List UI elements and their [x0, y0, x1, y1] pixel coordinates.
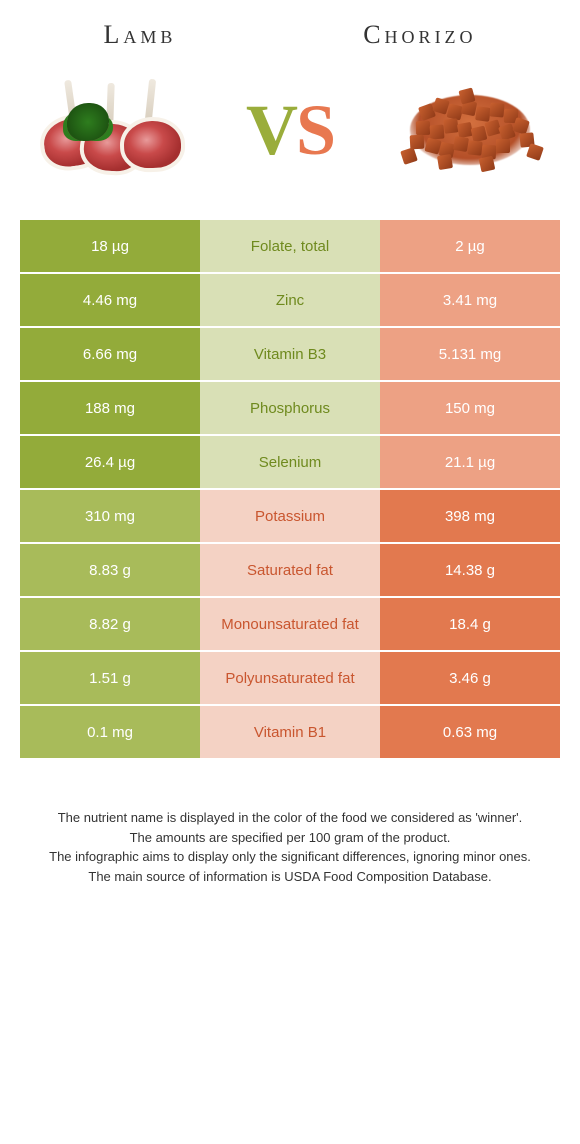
left-value: 8.83 g: [20, 544, 200, 596]
left-value: 8.82 g: [20, 598, 200, 650]
vs-label: VS: [246, 89, 334, 172]
right-value: 3.46 g: [380, 652, 560, 704]
vs-v: V: [246, 90, 296, 170]
footnote-line: The main source of information is USDA F…: [30, 867, 550, 887]
right-value: 2 µg: [380, 220, 560, 272]
table-row: 6.66 mgVitamin B35.131 mg: [20, 328, 560, 380]
table-row: 18 µgFolate, total2 µg: [20, 220, 560, 272]
nutrient-name: Selenium: [200, 436, 380, 488]
right-value: 398 mg: [380, 490, 560, 542]
title-right: Chorizo: [363, 20, 476, 50]
title-left: Lamb: [103, 20, 176, 50]
nutrient-table: 18 µgFolate, total2 µg4.46 mgZinc3.41 mg…: [20, 220, 560, 758]
footnote-line: The amounts are specified per 100 gram o…: [30, 828, 550, 848]
header-titles: Lamb Chorizo: [0, 0, 580, 60]
footnote-line: The nutrient name is displayed in the co…: [30, 808, 550, 828]
table-row: 310 mgPotassium398 mg: [20, 490, 560, 542]
table-row: 188 mgPhosphorus150 mg: [20, 382, 560, 434]
nutrient-name: Polyunsaturated fat: [200, 652, 380, 704]
vs-s: S: [296, 90, 334, 170]
nutrient-name: Saturated fat: [200, 544, 380, 596]
nutrient-name: Potassium: [200, 490, 380, 542]
left-value: 4.46 mg: [20, 274, 200, 326]
lamb-image: [30, 70, 190, 190]
chorizo-image: [390, 70, 550, 190]
nutrient-name: Vitamin B1: [200, 706, 380, 758]
left-value: 1.51 g: [20, 652, 200, 704]
left-value: 26.4 µg: [20, 436, 200, 488]
nutrient-name: Vitamin B3: [200, 328, 380, 380]
table-row: 26.4 µgSelenium21.1 µg: [20, 436, 560, 488]
table-row: 1.51 gPolyunsaturated fat3.46 g: [20, 652, 560, 704]
hero-row: VS: [0, 60, 580, 220]
right-value: 5.131 mg: [380, 328, 560, 380]
left-value: 0.1 mg: [20, 706, 200, 758]
table-row: 4.46 mgZinc3.41 mg: [20, 274, 560, 326]
right-value: 3.41 mg: [380, 274, 560, 326]
left-value: 6.66 mg: [20, 328, 200, 380]
table-row: 0.1 mgVitamin B10.63 mg: [20, 706, 560, 758]
footnote-line: The infographic aims to display only the…: [30, 847, 550, 867]
nutrient-name: Zinc: [200, 274, 380, 326]
right-value: 18.4 g: [380, 598, 560, 650]
left-value: 188 mg: [20, 382, 200, 434]
footnotes: The nutrient name is displayed in the co…: [0, 778, 580, 926]
table-row: 8.83 gSaturated fat14.38 g: [20, 544, 560, 596]
nutrient-name: Monounsaturated fat: [200, 598, 380, 650]
left-value: 18 µg: [20, 220, 200, 272]
right-value: 150 mg: [380, 382, 560, 434]
right-value: 21.1 µg: [380, 436, 560, 488]
left-value: 310 mg: [20, 490, 200, 542]
table-row: 8.82 gMonounsaturated fat18.4 g: [20, 598, 560, 650]
nutrient-name: Folate, total: [200, 220, 380, 272]
right-value: 0.63 mg: [380, 706, 560, 758]
nutrient-name: Phosphorus: [200, 382, 380, 434]
right-value: 14.38 g: [380, 544, 560, 596]
